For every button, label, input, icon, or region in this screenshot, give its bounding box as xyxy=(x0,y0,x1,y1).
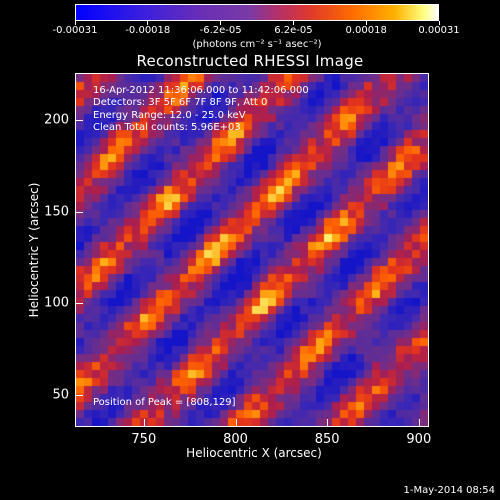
colorbar-tick xyxy=(365,21,367,25)
detectors-text: Detectors: 3F 5F 6F 7F 8F 9F, Att 0 xyxy=(93,97,268,108)
colorbar-tick xyxy=(220,21,222,25)
x-tick-label: 850 xyxy=(314,432,340,447)
colorbar-tick-label: -0.00031 xyxy=(52,25,98,36)
colorbar-tick xyxy=(438,21,440,25)
colorbar-tick-label: -0.00018 xyxy=(125,25,171,36)
colorbar xyxy=(75,4,439,21)
energy-range-text: Energy Range: 12.0 - 25.0 keV xyxy=(93,110,246,121)
colorbar-tick-label: -6.2e-05 xyxy=(199,25,242,36)
y-tick-label: 150 xyxy=(44,204,69,219)
y-tick xyxy=(76,303,83,305)
y-tick xyxy=(76,119,83,121)
heatmap-image xyxy=(76,74,428,426)
colorbar-unit: (photons cm⁻² s⁻¹ asec⁻²) xyxy=(192,39,322,50)
chart-title: Reconstructed RHESSI Image xyxy=(136,52,364,70)
x-axis-title: Heliocentric X (arcsec) xyxy=(186,446,322,460)
colorbar-tick-label: 6.2e-05 xyxy=(274,25,313,36)
x-tick xyxy=(143,419,145,426)
colorbar-tick-label: 0.00031 xyxy=(418,25,460,36)
colorbar-tick xyxy=(147,21,149,25)
timestamp: 1-May-2014 08:54 xyxy=(403,485,495,496)
x-tick xyxy=(235,419,237,426)
y-axis-title: Heliocentric Y (arcsec) xyxy=(27,182,41,318)
time-range-text: 16-Apr-2012 11:36:06.000 to 11:42:06.000 xyxy=(93,85,309,96)
x-tick-label: 900 xyxy=(406,432,432,447)
x-tick-label: 800 xyxy=(223,432,248,447)
y-tick xyxy=(76,394,83,396)
y-tick xyxy=(76,211,83,213)
y-tick-label: 200 xyxy=(44,112,69,128)
x-tick xyxy=(327,419,329,426)
y-tick-label: 100 xyxy=(44,295,69,311)
colorbar-tick xyxy=(292,21,294,25)
peak-position-text: Position of Peak = [808,129] xyxy=(93,397,236,408)
colorbar-tick-label: 0.00018 xyxy=(345,25,387,36)
clean-counts-text: Clean Total counts: 5.96E+03 xyxy=(93,122,241,133)
x-tick xyxy=(418,419,420,426)
x-tick-label: 750 xyxy=(131,432,157,447)
y-tick-label: 50 xyxy=(52,387,69,403)
plot-area xyxy=(75,73,429,427)
colorbar-tick xyxy=(74,21,76,25)
